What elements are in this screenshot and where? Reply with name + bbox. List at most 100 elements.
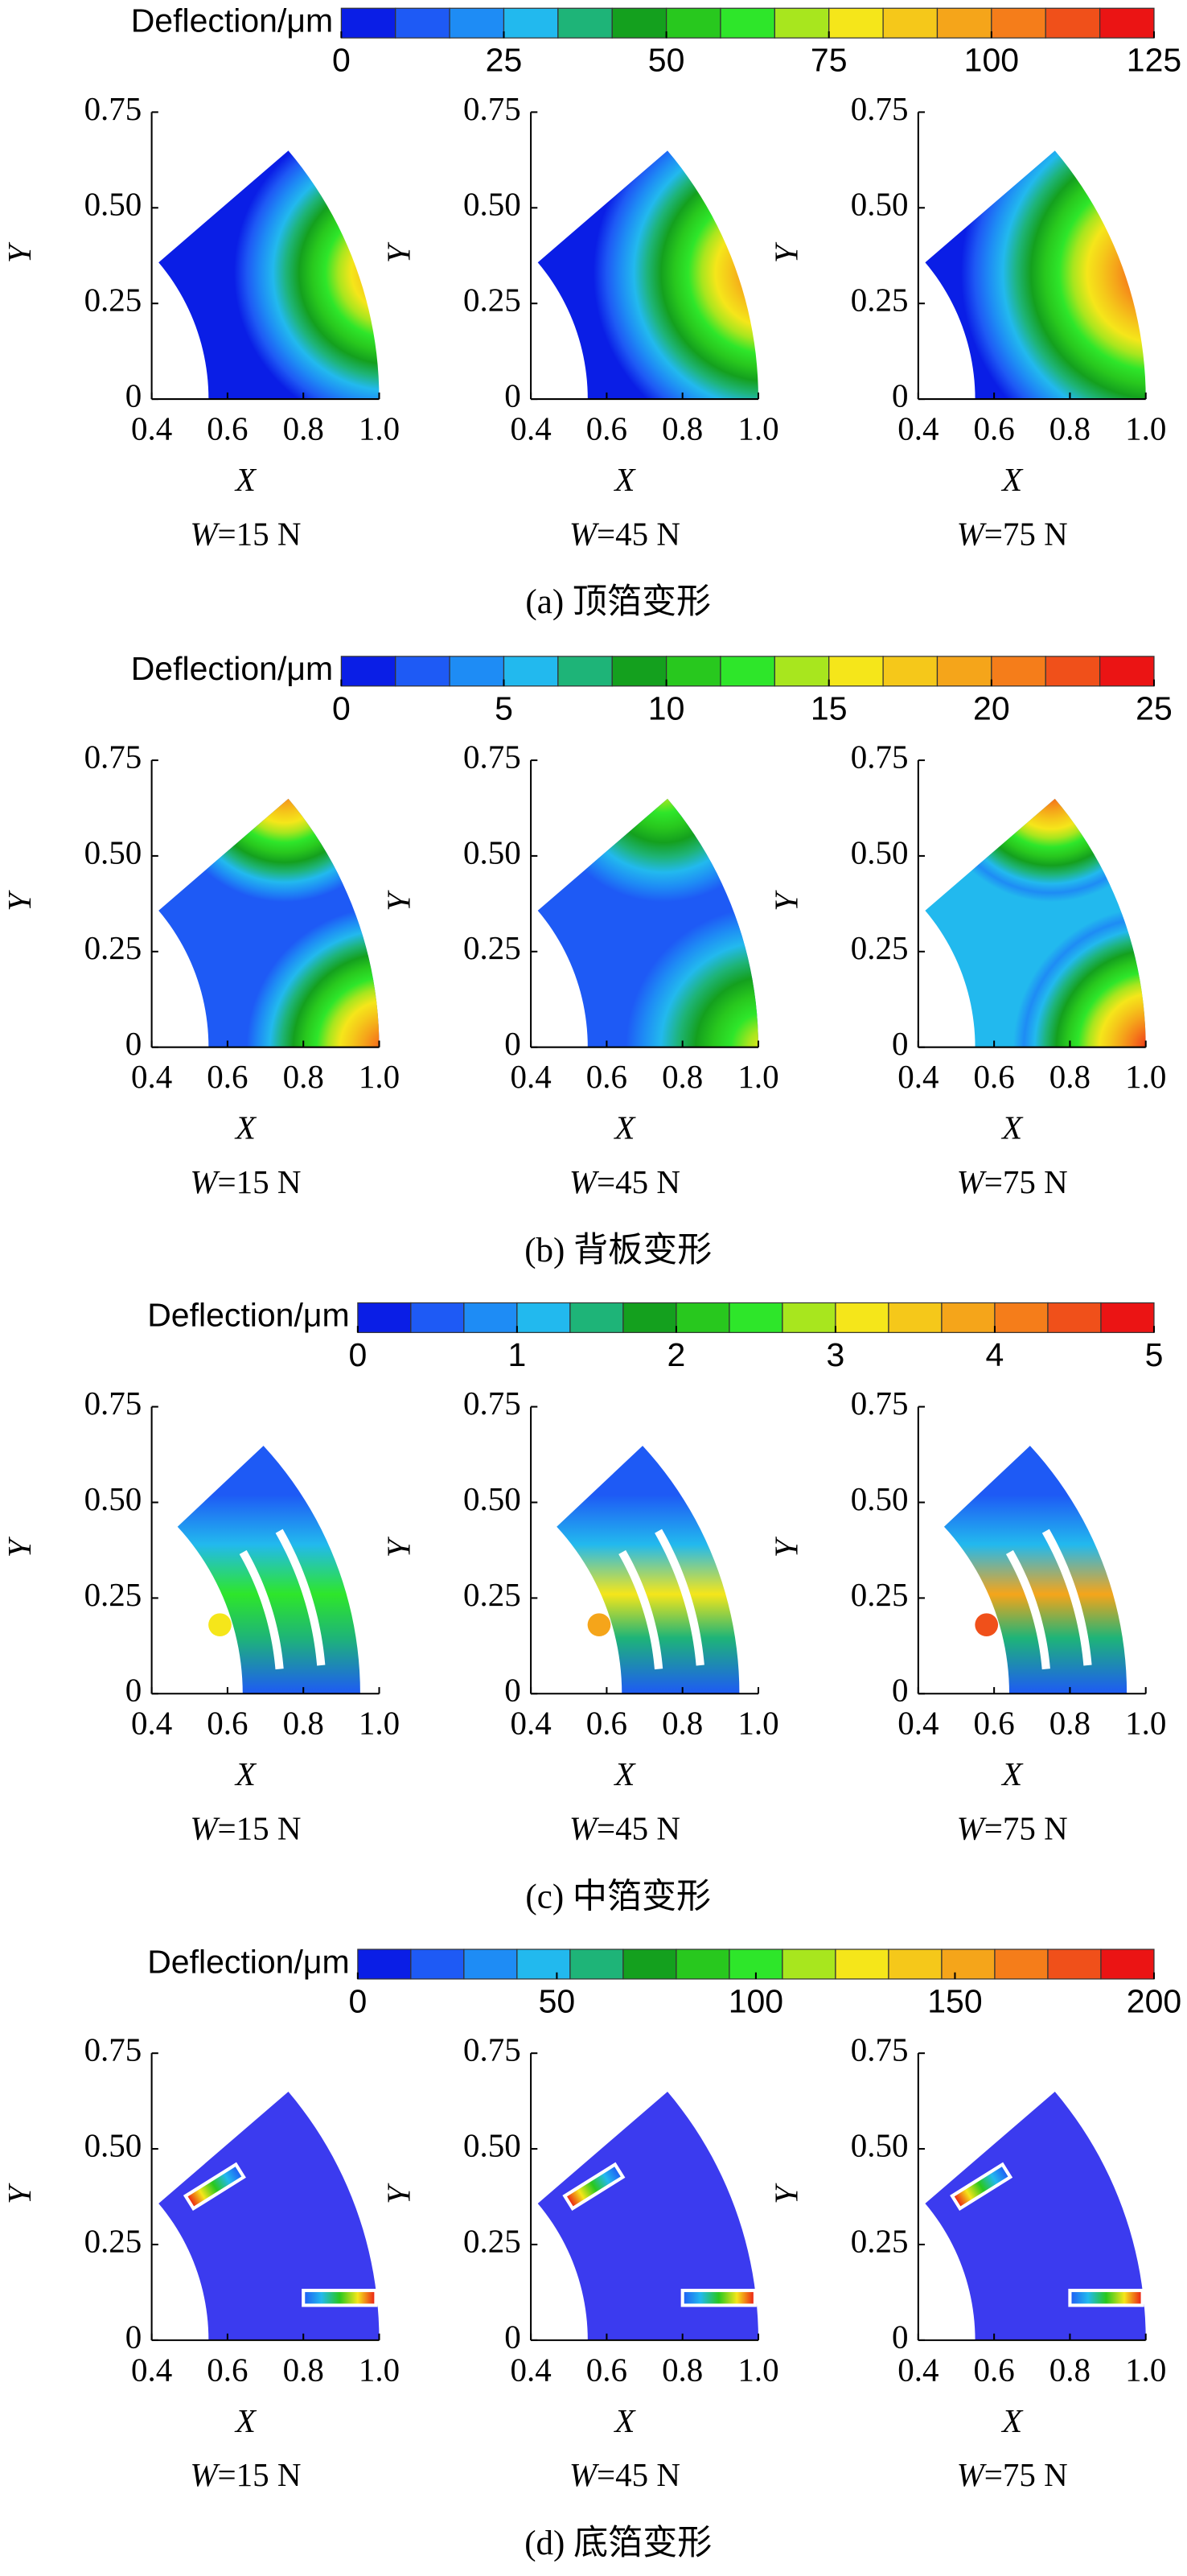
- y-tick-label: 0: [892, 377, 908, 414]
- colorbar-segment: [395, 7, 450, 39]
- colorbar-label: Deflection/μm: [147, 1943, 349, 1980]
- y-tick-label: 0.25: [851, 929, 909, 966]
- colorbar-segment: [357, 1948, 412, 1980]
- y-tick-label: 0: [892, 1025, 908, 1062]
- x-tick-label: 0.8: [1049, 2351, 1090, 2388]
- plot-subtitle: W=45 N: [569, 1163, 680, 1200]
- x-axis-label: X: [1000, 461, 1024, 498]
- colorbar-tick-label: 25: [486, 42, 523, 79]
- y-tick-label: 0.25: [851, 1576, 909, 1613]
- y-tick-label: 0.50: [851, 2126, 909, 2163]
- x-tick-label: 0.8: [1049, 1058, 1090, 1095]
- hot-zone-rect: [562, 2162, 626, 2212]
- colorbar-segment: [888, 1948, 943, 1980]
- colorbar-tick-label: 1: [507, 1336, 526, 1373]
- colorbar-segment: [503, 656, 559, 687]
- y-tick-label: 0.50: [851, 1480, 909, 1517]
- y-tick-label: 0.75: [463, 90, 521, 127]
- colorbar-segment: [622, 1948, 677, 1980]
- y-tick-label: 0: [892, 1672, 908, 1709]
- contour-field: [537, 150, 758, 400]
- hot-zone: [950, 2162, 1013, 2212]
- y-tick-label: 0.50: [84, 186, 142, 223]
- colorbar-segment: [936, 7, 992, 39]
- x-axis-label: X: [613, 1755, 636, 1792]
- x-tick-label: 1.0: [359, 2351, 400, 2388]
- plot-subtitle: W=45 N: [569, 2456, 680, 2493]
- colorbar-tick-label: 100: [729, 1983, 783, 2020]
- x-tick-label: 0.4: [897, 2351, 939, 2388]
- y-axis-label: Y: [1, 241, 38, 263]
- x-tick-label: 0.4: [131, 2351, 172, 2388]
- x-tick-label: 0.6: [974, 2351, 1015, 2388]
- contour-bump: [975, 1613, 999, 1637]
- x-tick-label: 0.6: [207, 1705, 248, 1742]
- y-axis-label: Y: [767, 241, 804, 263]
- colorbar-segment: [1100, 1948, 1155, 1980]
- colorbar-segment: [665, 7, 721, 39]
- x-tick-label: 0.6: [974, 1705, 1015, 1742]
- x-tick-label: 0.4: [897, 409, 939, 446]
- colorbar-segment: [516, 1302, 571, 1333]
- colorbar-tick-label: 3: [827, 1336, 845, 1373]
- colorbar-segment: [569, 1302, 624, 1333]
- colorbar-segment: [991, 7, 1046, 39]
- x-tick-label: 0.6: [586, 1705, 627, 1742]
- colorbar-segment: [676, 1948, 730, 1980]
- x-tick-label: 0.4: [510, 1058, 551, 1095]
- colorbar-tick-label: 4: [986, 1336, 1004, 1373]
- x-tick-label: 1.0: [737, 409, 778, 446]
- y-tick-label: 0.50: [84, 1480, 142, 1517]
- y-tick-label: 0.50: [84, 833, 142, 870]
- y-tick-label: 0: [125, 1672, 142, 1709]
- contour-plot: [158, 150, 380, 400]
- colorbar-tick-label: 2: [667, 1336, 686, 1373]
- x-tick-label: 0.6: [207, 409, 248, 446]
- plot-subtitle: W=75 N: [957, 1163, 1068, 1200]
- y-tick-label: 0.25: [84, 282, 142, 319]
- colorbar-segment: [463, 1302, 518, 1333]
- colorbar-segment: [941, 1948, 996, 1980]
- y-tick-label: 0.75: [84, 2031, 142, 2068]
- y-tick-label: 0.50: [84, 2126, 142, 2163]
- x-tick-label: 1.0: [1125, 1058, 1166, 1095]
- contour-field: [158, 150, 380, 400]
- colorbar-tick-label: 50: [539, 1983, 576, 2020]
- x-tick-label: 0.4: [510, 409, 551, 446]
- colorbar-segment: [622, 1302, 677, 1333]
- y-axis-label: Y: [380, 2183, 417, 2204]
- colorbar-segment: [782, 1948, 836, 1980]
- y-tick-label: 0.75: [851, 2031, 909, 2068]
- colorbar-segment: [782, 1302, 836, 1333]
- plot-subtitle: W=15 N: [190, 516, 301, 553]
- y-tick-label: 0.50: [463, 2126, 521, 2163]
- x-tick-label: 0.8: [283, 2351, 324, 2388]
- colorbar-segment: [774, 656, 830, 687]
- y-axis-label: Y: [380, 1536, 417, 1558]
- x-axis-label: X: [234, 1755, 257, 1792]
- plot-subtitle: W=75 N: [957, 2456, 1068, 2493]
- y-axis-label: Y: [1, 2183, 38, 2204]
- contour-plot: [557, 1446, 740, 1694]
- contour-bump: [208, 1613, 232, 1637]
- colorbar-segment: [1045, 7, 1101, 39]
- panel-caption: (c) 中箔变形: [525, 1877, 711, 1916]
- y-tick-label: 0.75: [463, 2031, 521, 2068]
- x-tick-label: 0.4: [131, 409, 172, 446]
- x-axis-label: X: [613, 461, 636, 498]
- contour-field: [537, 2091, 758, 2340]
- colorbar-tick-label: 10: [648, 689, 685, 726]
- y-axis-label: Y: [380, 241, 417, 263]
- x-tick-label: 0.4: [897, 1058, 939, 1095]
- x-tick-label: 0.4: [131, 1705, 172, 1742]
- x-tick-label: 0.6: [207, 1058, 248, 1095]
- colorbar-tick-label: 15: [811, 689, 848, 726]
- x-tick-label: 0.8: [283, 1058, 324, 1095]
- x-tick-label: 0.6: [207, 2351, 248, 2388]
- y-axis-label: Y: [767, 1536, 804, 1558]
- colorbar-label: Deflection/μm: [131, 2, 333, 39]
- colorbar-segment: [503, 7, 559, 39]
- colorbar-segment: [340, 7, 396, 39]
